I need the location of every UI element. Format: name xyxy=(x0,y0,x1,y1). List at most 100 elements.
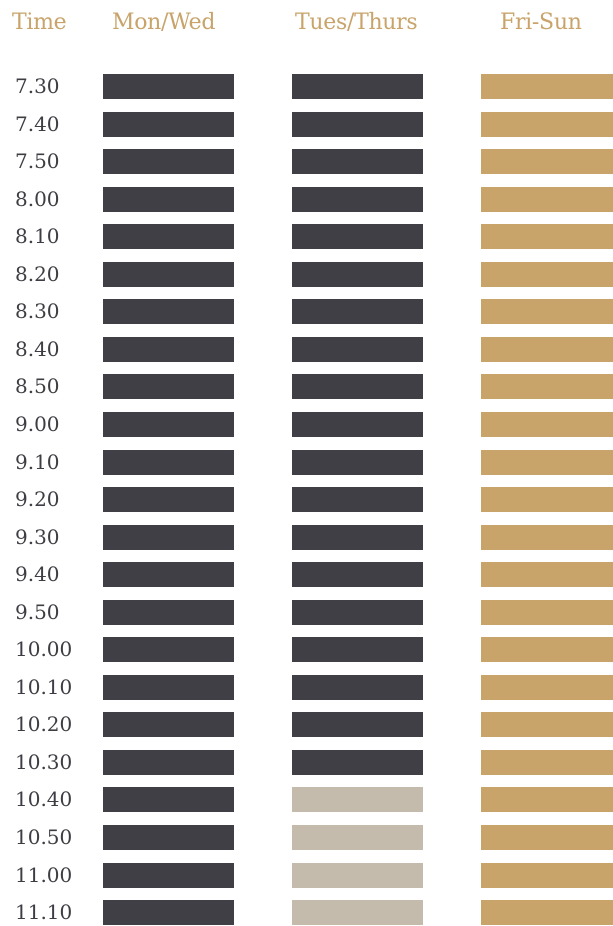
time-slot-mon-wed-booked[interactable] xyxy=(103,599,234,625)
time-slot-tues-thurs-booked[interactable] xyxy=(292,336,423,362)
time-slot-mon-wed-booked[interactable] xyxy=(103,712,234,738)
time-slot-tues-thurs-booked[interactable] xyxy=(292,74,423,99)
time-slot-tues-thurs-unavailable xyxy=(292,900,423,926)
schedule-header: Time Mon/Wed Tues/Thurs Fri-Sun xyxy=(0,8,613,38)
time-slot-mon-wed-booked[interactable] xyxy=(103,74,234,99)
time-slot-mon-wed-booked[interactable] xyxy=(103,111,234,137)
schedule-row: 10.00 xyxy=(0,637,613,663)
time-slot-fri-sun-open[interactable] xyxy=(481,825,613,850)
time-slot-fri-sun-open[interactable] xyxy=(481,749,613,775)
schedule-row: 7.50 xyxy=(0,149,613,175)
time-slot-fri-sun-open[interactable] xyxy=(481,74,613,99)
schedule-row: 8.20 xyxy=(0,261,613,288)
time-column-header: Time xyxy=(12,10,67,35)
schedule-row: 9.20 xyxy=(0,487,613,513)
time-label: 10.00 xyxy=(15,637,73,662)
schedule-row: 8.30 xyxy=(0,299,613,325)
time-slot-fri-sun-open[interactable] xyxy=(481,599,613,625)
time-slot-mon-wed-booked[interactable] xyxy=(103,186,234,212)
time-slot-mon-wed-booked[interactable] xyxy=(103,900,234,926)
time-slot-mon-wed-booked[interactable] xyxy=(103,749,234,775)
time-slot-mon-wed-booked[interactable] xyxy=(103,825,234,850)
time-slot-fri-sun-open[interactable] xyxy=(481,900,613,926)
time-slot-fri-sun-open[interactable] xyxy=(481,862,613,888)
time-label: 10.20 xyxy=(15,712,73,737)
time-slot-mon-wed-booked[interactable] xyxy=(103,674,234,700)
time-slot-mon-wed-booked[interactable] xyxy=(103,787,234,813)
schedule-row: 11.00 xyxy=(0,862,613,889)
time-slot-mon-wed-booked[interactable] xyxy=(103,336,234,362)
schedule-row: 11.10 xyxy=(0,900,613,926)
time-slot-mon-wed-booked[interactable] xyxy=(103,224,234,250)
time-slot-tues-thurs-booked[interactable] xyxy=(292,524,423,550)
time-slot-fri-sun-open[interactable] xyxy=(481,299,613,325)
time-slot-mon-wed-booked[interactable] xyxy=(103,562,234,588)
time-slot-tues-thurs-booked[interactable] xyxy=(292,674,423,700)
time-slot-fri-sun-open[interactable] xyxy=(481,186,613,212)
time-slot-mon-wed-booked[interactable] xyxy=(103,487,234,513)
schedule-row: 10.20 xyxy=(0,712,613,738)
time-slot-mon-wed-booked[interactable] xyxy=(103,449,234,475)
schedule-row: 8.10 xyxy=(0,224,613,250)
time-slot-fri-sun-open[interactable] xyxy=(481,712,613,738)
time-slot-tues-thurs-booked[interactable] xyxy=(292,261,423,287)
time-slot-mon-wed-booked[interactable] xyxy=(103,411,234,437)
time-slot-tues-thurs-booked[interactable] xyxy=(292,599,423,625)
time-slot-fri-sun-open[interactable] xyxy=(481,261,613,287)
time-slot-fri-sun-open[interactable] xyxy=(481,562,613,588)
time-label: 9.20 xyxy=(15,487,60,512)
time-slot-tues-thurs-booked[interactable] xyxy=(292,111,423,137)
time-slot-mon-wed-booked[interactable] xyxy=(103,149,234,175)
time-label: 11.00 xyxy=(15,862,73,887)
schedule-row: 8.00 xyxy=(0,186,613,213)
time-slot-fri-sun-open[interactable] xyxy=(481,111,613,137)
time-label: 10.10 xyxy=(15,674,73,699)
time-slot-fri-sun-open[interactable] xyxy=(481,224,613,250)
time-slot-fri-sun-open[interactable] xyxy=(481,149,613,175)
time-slot-fri-sun-open[interactable] xyxy=(481,637,613,663)
time-label: 9.50 xyxy=(15,599,60,624)
time-slot-mon-wed-booked[interactable] xyxy=(103,261,234,287)
time-slot-mon-wed-booked[interactable] xyxy=(103,374,234,400)
fri-sun-column-header: Fri-Sun xyxy=(500,10,582,35)
time-slot-mon-wed-booked[interactable] xyxy=(103,299,234,325)
time-slot-tues-thurs-unavailable xyxy=(292,787,423,813)
time-slot-mon-wed-booked[interactable] xyxy=(103,637,234,663)
time-slot-tues-thurs-booked[interactable] xyxy=(292,637,423,663)
time-slot-fri-sun-open[interactable] xyxy=(481,674,613,700)
time-label: 8.30 xyxy=(15,299,60,324)
time-slot-fri-sun-open[interactable] xyxy=(481,449,613,475)
schedule-row: 10.30 xyxy=(0,749,613,776)
schedule-row: 10.50 xyxy=(0,825,613,851)
time-label: 10.40 xyxy=(15,787,73,812)
time-slot-tues-thurs-booked[interactable] xyxy=(292,449,423,475)
time-slot-mon-wed-booked[interactable] xyxy=(103,524,234,550)
time-slot-tues-thurs-unavailable xyxy=(292,825,423,850)
time-label: 7.40 xyxy=(15,111,60,136)
time-label: 9.00 xyxy=(15,411,60,436)
time-slot-fri-sun-open[interactable] xyxy=(481,524,613,550)
time-slot-fri-sun-open[interactable] xyxy=(481,411,613,437)
time-slot-fri-sun-open[interactable] xyxy=(481,336,613,362)
schedule-row: 8.50 xyxy=(0,374,613,400)
time-slot-tues-thurs-booked[interactable] xyxy=(292,712,423,738)
time-slot-tues-thurs-booked[interactable] xyxy=(292,299,423,325)
time-slot-tues-thurs-booked[interactable] xyxy=(292,749,423,775)
time-slot-tues-thurs-booked[interactable] xyxy=(292,562,423,588)
schedule-row: 9.10 xyxy=(0,449,613,476)
time-slot-fri-sun-open[interactable] xyxy=(481,374,613,400)
time-label: 11.10 xyxy=(15,900,73,925)
time-slot-mon-wed-booked[interactable] xyxy=(103,862,234,888)
time-slot-tues-thurs-booked[interactable] xyxy=(292,487,423,513)
time-slot-tues-thurs-booked[interactable] xyxy=(292,224,423,250)
time-label: 9.40 xyxy=(15,562,60,587)
time-slot-fri-sun-open[interactable] xyxy=(481,787,613,813)
time-label: 8.10 xyxy=(15,224,60,249)
time-slot-tues-thurs-booked[interactable] xyxy=(292,374,423,400)
time-slot-tues-thurs-booked[interactable] xyxy=(292,186,423,212)
time-slot-tues-thurs-booked[interactable] xyxy=(292,411,423,437)
time-slot-fri-sun-open[interactable] xyxy=(481,487,613,513)
schedule-row: 9.50 xyxy=(0,599,613,626)
schedule-row: 10.10 xyxy=(0,674,613,701)
time-slot-tues-thurs-booked[interactable] xyxy=(292,149,423,175)
